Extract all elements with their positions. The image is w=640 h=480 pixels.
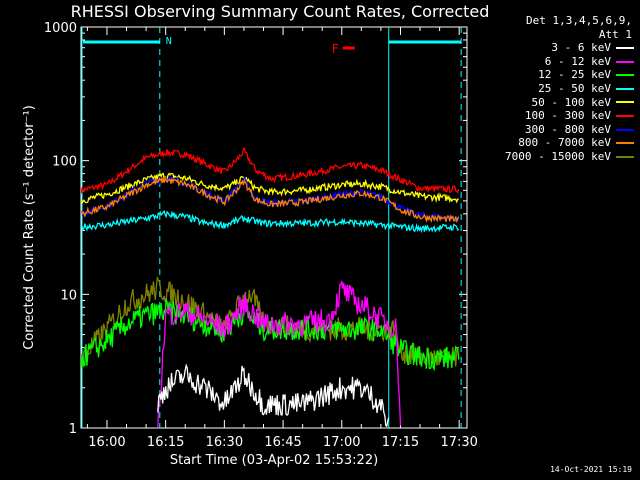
legend-entry-label: 300 - 800 keV <box>524 122 611 136</box>
legend-entry: 50 - 100 keV <box>472 96 638 110</box>
legend-swatch <box>616 74 634 77</box>
legend-entry-label: 3 - 6 keV <box>551 41 611 55</box>
timestamp: 14-Oct-2021 15:19 <box>550 465 632 474</box>
chart-title: RHESSI Observing Summary Count Rates, Co… <box>70 2 490 21</box>
y-tick-label: 10 <box>60 288 77 303</box>
legend: Det 1,3,4,5,6,9, Att 1 3 - 6 keV 6 - 12 k… <box>472 14 638 164</box>
legend-entry: 300 - 800 keV <box>472 123 638 137</box>
legend-swatch <box>616 60 634 63</box>
legend-swatch <box>616 155 634 158</box>
x-tick-label: 17:00 <box>323 435 360 450</box>
legend-entry-label: 6 - 12 keV <box>544 54 611 68</box>
plot-frame <box>80 26 468 429</box>
legend-swatch <box>616 46 634 49</box>
series-line <box>157 280 402 428</box>
legend-swatch <box>616 114 634 117</box>
legend-entry: 6 - 12 keV <box>472 55 638 69</box>
x-axis-label: Start Time (03-Apr-02 15:53:22) <box>170 453 378 468</box>
legend-entry: 7000 - 15000 keV <box>472 150 638 164</box>
series-line <box>81 297 460 372</box>
legend-header-detectors: Det 1,3,4,5,6,9, <box>526 14 632 27</box>
legend-entry: 25 - 50 keV <box>472 82 638 96</box>
series-line <box>157 363 390 428</box>
legend-entry-label: 800 - 7000 keV <box>518 136 611 150</box>
flare-flag-label: F <box>332 42 339 56</box>
x-tick-label: 16:00 <box>88 435 125 450</box>
legend-entry-label: 25 - 50 keV <box>538 81 611 95</box>
legend-header-attenuator: Att 1 <box>598 27 632 41</box>
legend-entry-label: 7000 - 15000 keV <box>505 149 611 163</box>
y-tick-label: 1000 <box>44 21 77 36</box>
x-tick-label: 16:30 <box>206 435 243 450</box>
legend-entry-label: 100 - 300 keV <box>524 109 611 123</box>
saa-flag-label: N <box>166 36 172 47</box>
legend-entry: 100 - 300 keV <box>472 109 638 123</box>
legend-swatch <box>616 87 634 90</box>
legend-entry-label: 50 - 100 keV <box>531 95 611 109</box>
series-line <box>81 175 460 224</box>
series-line <box>81 147 460 194</box>
x-tick-label: 16:15 <box>147 435 184 450</box>
y-tick-label: 1 <box>69 422 77 437</box>
legend-entry: 3 - 6 keV <box>472 41 638 55</box>
legend-swatch <box>616 101 634 104</box>
legend-swatch <box>616 128 634 131</box>
y-tick-label: 100 <box>52 155 77 170</box>
x-tick-label: 17:15 <box>382 435 419 450</box>
legend-entry-label: 12 - 25 keV <box>538 68 611 82</box>
legend-entry: 800 - 7000 keV <box>472 136 638 150</box>
y-axis-label: Corrected Count Rate (s⁻¹ detector⁻¹) <box>22 105 37 350</box>
legend-swatch <box>616 142 634 145</box>
series-line <box>81 172 459 205</box>
x-tick-label: 16:45 <box>264 435 301 450</box>
series-line <box>81 210 460 234</box>
x-tick-label: 17:30 <box>440 435 477 450</box>
legend-entry: 12 - 25 keV <box>472 68 638 82</box>
